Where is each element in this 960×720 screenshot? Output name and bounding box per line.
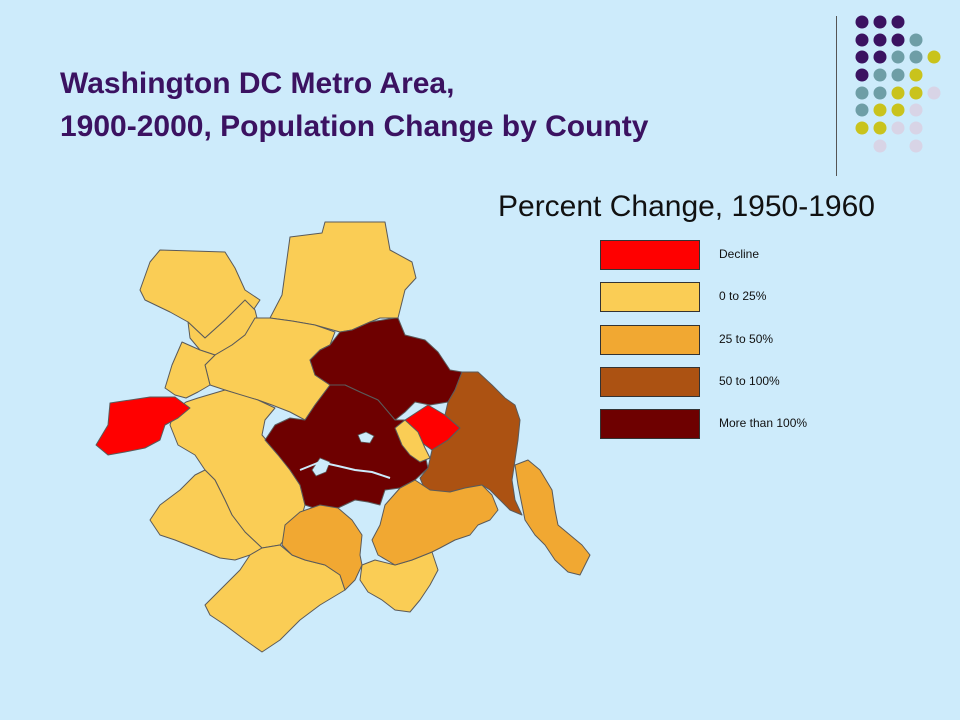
- decorative-dot-grid: [855, 15, 941, 153]
- dots-lavender: [873, 86, 941, 153]
- county-calvert-md: [514, 459, 591, 576]
- legend-swatch: [600, 367, 700, 397]
- legend-swatch: [600, 325, 700, 355]
- legend-item-more-than-100: More than 100%: [600, 409, 900, 441]
- legend-label: 0 to 25%: [719, 289, 767, 303]
- dots-purple: [855, 15, 905, 82]
- legend-label: 50 to 100%: [719, 374, 780, 388]
- legend-label: 25 to 50%: [719, 332, 774, 346]
- legend-item-25-to-50: 25 to 50%: [600, 325, 900, 357]
- county-fairfax-va: [264, 384, 429, 511]
- slide-title: Washington DC Metro Area, 1900-2000, Pop…: [60, 62, 648, 148]
- title-line-2: 1900-2000, Population Change by County: [60, 110, 649, 143]
- dots-teal: [855, 33, 923, 117]
- dots-olive: [855, 50, 941, 135]
- county-prince-georges-md: [419, 371, 523, 516]
- county-culpeper-va: [149, 469, 263, 561]
- legend-item-decline: Decline: [600, 240, 900, 272]
- title-line-1: Washington DC Metro Area,: [60, 67, 455, 100]
- map-title: Percent Change, 1950-1960: [498, 190, 875, 223]
- legend-label: More than 100%: [719, 416, 808, 430]
- county-frederick-va-decline: [95, 396, 191, 456]
- legend-swatch: [600, 240, 700, 270]
- legend-swatch: [600, 282, 700, 312]
- county-arlington-va: [394, 419, 431, 463]
- decorative-vertical-line: [836, 16, 837, 176]
- county-prince-william-va: [281, 504, 363, 591]
- river-icon: [299, 460, 391, 479]
- legend-swatch: [600, 409, 700, 439]
- lake-icon: [357, 431, 375, 444]
- legend-label: Decline: [719, 247, 760, 261]
- county-clarke-va: [164, 341, 216, 399]
- county-frederick-md: [269, 221, 417, 333]
- legend-item-50-to-100: 50 to 100%: [600, 367, 900, 399]
- legend-item-0-to-25: 0 to 25%: [600, 282, 900, 314]
- county-charles-md-south: [371, 479, 499, 566]
